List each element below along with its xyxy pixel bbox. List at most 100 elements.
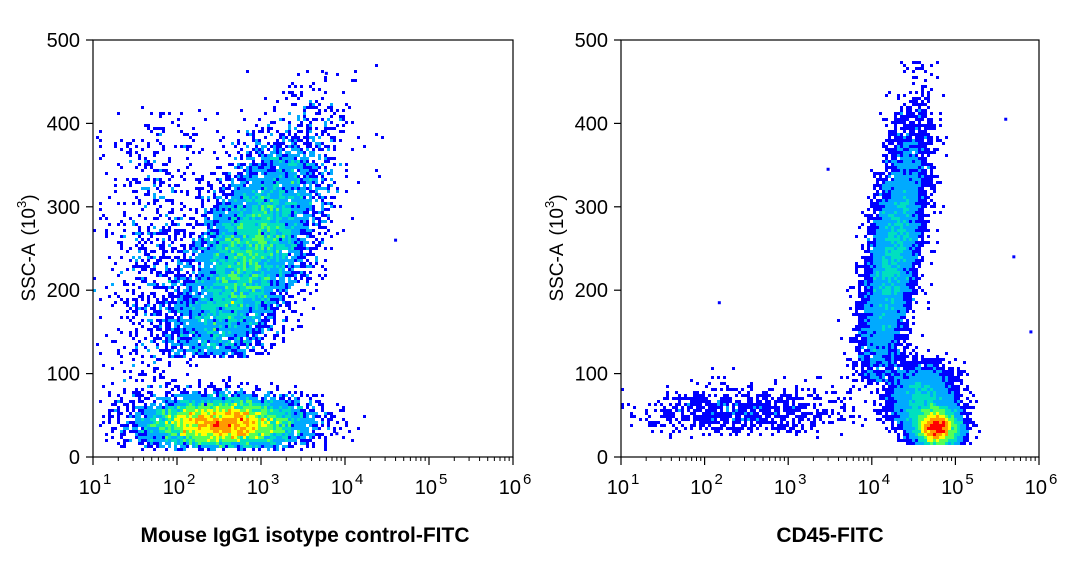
density-cell <box>246 427 249 430</box>
density-cell <box>192 331 195 334</box>
density-cell <box>129 400 132 403</box>
density-cell <box>279 421 282 424</box>
density-cell <box>279 178 282 181</box>
density-cell <box>216 307 219 310</box>
density-cell <box>129 331 132 334</box>
density-cell <box>174 448 177 451</box>
density-cell <box>216 310 219 313</box>
density-cell <box>276 184 279 187</box>
density-cell <box>222 271 225 274</box>
density-cell <box>273 436 276 439</box>
density-cell <box>240 313 243 316</box>
density-cell <box>879 187 882 190</box>
density-cell <box>168 226 171 229</box>
density-cell <box>300 205 303 208</box>
density-cell <box>240 433 243 436</box>
density-cell <box>120 433 123 436</box>
density-cell <box>213 436 216 439</box>
density-cell <box>906 133 909 136</box>
density-cell <box>249 154 252 157</box>
density-cell <box>207 271 210 274</box>
density-cell <box>876 178 879 181</box>
density-cell <box>240 331 243 334</box>
density-cell <box>885 154 888 157</box>
density-cell <box>327 145 330 148</box>
density-cell <box>246 172 249 175</box>
density-cell <box>201 427 204 430</box>
density-cell <box>924 79 927 82</box>
density-cell <box>210 286 213 289</box>
density-cell <box>261 439 264 442</box>
density-cell <box>258 319 261 322</box>
density-cell <box>240 349 243 352</box>
density-cell <box>222 427 225 430</box>
density-cell <box>171 418 174 421</box>
density-cell <box>900 142 903 145</box>
density-cell <box>222 235 225 238</box>
density-cell <box>243 439 246 442</box>
density-cell <box>297 241 300 244</box>
density-cell <box>249 256 252 259</box>
density-cell <box>267 241 270 244</box>
density-cell <box>222 229 225 232</box>
density-cell <box>153 178 156 181</box>
density-cell <box>246 292 249 295</box>
density-cell <box>324 130 327 133</box>
density-cell <box>213 301 216 304</box>
density-cell <box>285 187 288 190</box>
density-cell <box>303 241 306 244</box>
density-cell <box>288 436 291 439</box>
density-cell <box>123 391 126 394</box>
density-cell <box>222 322 225 325</box>
density-cell <box>162 412 165 415</box>
density-cell <box>144 253 147 256</box>
density-cell <box>177 406 180 409</box>
density-cell <box>210 289 213 292</box>
density-cell <box>204 118 207 121</box>
density-cell <box>306 220 309 223</box>
density-cell <box>288 409 291 412</box>
density-cell <box>192 355 195 358</box>
density-cell <box>180 313 183 316</box>
density-cell <box>243 433 246 436</box>
density-cell <box>231 271 234 274</box>
density-cell <box>282 259 285 262</box>
density-cell <box>924 148 927 151</box>
density-cell <box>246 301 249 304</box>
density-cell <box>261 412 264 415</box>
density-cell <box>183 295 186 298</box>
density-cell <box>147 391 150 394</box>
density-cell <box>291 181 294 184</box>
density-cell <box>225 232 228 235</box>
density-cell <box>231 268 234 271</box>
density-cell <box>225 424 228 427</box>
density-cell <box>297 253 300 256</box>
density-cell <box>906 154 909 157</box>
density-cell <box>264 406 267 409</box>
density-cell <box>165 421 168 424</box>
density-cell <box>306 157 309 160</box>
density-cell <box>933 148 936 151</box>
density-cell <box>261 424 264 427</box>
density-cell <box>270 421 273 424</box>
density-cell <box>225 214 228 217</box>
density-cell <box>171 319 174 322</box>
density-cell <box>141 298 144 301</box>
density-cell <box>129 370 132 373</box>
density-cell <box>234 253 237 256</box>
density-cell <box>303 229 306 232</box>
density-cell <box>171 121 174 124</box>
density-cell <box>294 223 297 226</box>
density-cell <box>924 130 927 133</box>
density-cell <box>234 319 237 322</box>
density-cell <box>270 238 273 241</box>
density-cell <box>258 142 261 145</box>
density-cell <box>213 313 216 316</box>
density-cell <box>120 247 123 250</box>
density-cell <box>264 301 267 304</box>
density-cell <box>273 397 276 400</box>
density-cell <box>159 427 162 430</box>
density-cell <box>186 340 189 343</box>
density-cell <box>903 166 906 169</box>
density-cell <box>141 361 144 364</box>
